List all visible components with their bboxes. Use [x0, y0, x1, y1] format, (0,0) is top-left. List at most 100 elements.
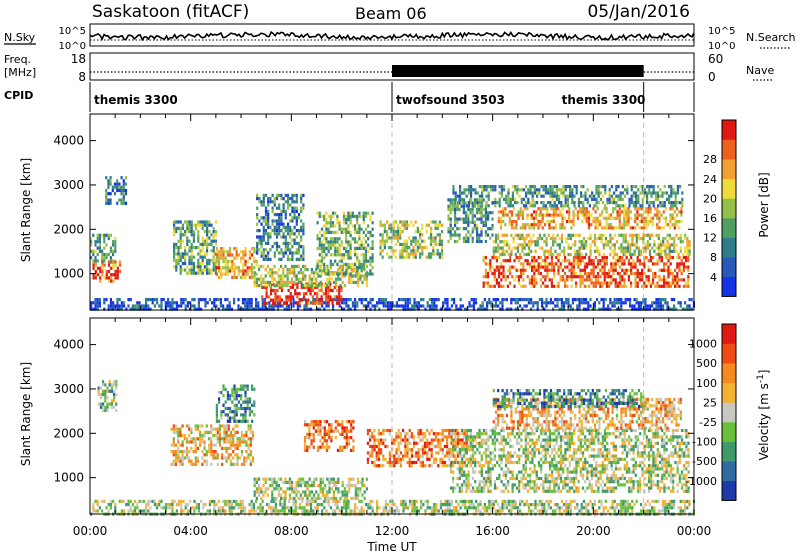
heatmap-cell [663, 284, 666, 288]
heatmap-cell [624, 204, 627, 208]
heatmap-cell [434, 239, 437, 243]
heatmap-cell [614, 216, 617, 220]
heatmap-cell [151, 301, 154, 305]
heatmap-cell [614, 259, 617, 263]
heatmap-cell [300, 245, 303, 249]
heatmap-cell [563, 246, 566, 250]
heatmap-cell [559, 223, 562, 227]
heatmap-cell [657, 243, 660, 247]
heatmap-cell [240, 259, 243, 263]
heatmap-cell [289, 241, 292, 245]
heatmap-cell [200, 298, 203, 302]
heatmap-cell [647, 213, 650, 217]
heatmap-cell [251, 275, 254, 279]
heatmap-cell [559, 275, 562, 279]
heatmap-cell [498, 281, 501, 285]
heatmap-cell [568, 275, 571, 279]
heatmap-cell [289, 301, 292, 305]
heatmap-cell [208, 223, 211, 227]
heatmap-cell [328, 277, 331, 281]
heatmap-cell [550, 255, 553, 260]
heatmap-cell [302, 193, 305, 197]
heatmap-cell [461, 499, 464, 503]
heatmap-cell [520, 262, 523, 266]
heatmap-cell [566, 194, 569, 198]
heatmap-cell [371, 259, 374, 263]
heatmap-cell [505, 499, 508, 503]
heatmap-cell [412, 223, 415, 227]
heatmap-cell [397, 236, 400, 240]
heatmap-cell [189, 307, 192, 311]
heatmap-cell [297, 251, 301, 255]
heatmap-cell [669, 226, 672, 230]
heatmap-cell [674, 284, 677, 288]
heatmap-cell [173, 223, 176, 227]
heatmap-cell [631, 226, 635, 230]
heatmap-cell [499, 216, 503, 220]
heatmap-cell [142, 307, 145, 311]
heatmap-cell [557, 213, 560, 217]
heatmap-cell [167, 304, 170, 308]
heatmap-cell [582, 204, 585, 208]
heatmap-cell [473, 220, 476, 224]
heatmap-cell [338, 246, 341, 250]
heatmap-cell [104, 399, 107, 403]
heatmap-cell [627, 216, 630, 220]
heatmap-cell [607, 509, 610, 513]
heatmap-cell [441, 242, 444, 246]
heatmap-cell [670, 236, 674, 241]
heatmap-cell [614, 262, 617, 266]
heatmap-cell [92, 259, 95, 263]
heatmap-cell [592, 268, 595, 272]
heatmap-cell [278, 251, 281, 255]
heatmap-cell [471, 230, 474, 234]
heatmap-cell [345, 499, 348, 503]
heatmap-cell [506, 268, 509, 272]
heatmap-cell [208, 298, 211, 302]
heatmap-cell [497, 216, 500, 220]
heatmap-cell [572, 262, 575, 266]
heatmap-cell [218, 250, 221, 254]
heatmap-cell [326, 280, 329, 284]
heatmap-cell [492, 499, 495, 503]
heatmap-cell [190, 271, 193, 275]
heatmap-cell [177, 252, 180, 256]
heatmap-cell [246, 301, 249, 305]
heatmap-cell [508, 216, 511, 220]
heatmap-cell [581, 268, 584, 272]
heatmap-cell [565, 509, 568, 513]
heatmap-cell [471, 220, 474, 224]
heatmap-cell [556, 252, 559, 257]
heatmap-cell [349, 246, 352, 250]
heatmap-cell [536, 236, 539, 241]
heatmap-cell [645, 216, 648, 220]
heatmap-cell [511, 191, 514, 195]
heatmap-cell [379, 249, 382, 253]
heatmap-cell [318, 240, 321, 244]
heatmap-cell [376, 304, 379, 308]
heatmap-cell [501, 509, 504, 513]
heatmap-cell [640, 207, 643, 211]
heatmap-cell [519, 252, 522, 257]
heatmap-cell [643, 259, 646, 263]
heatmap-cell [527, 240, 531, 244]
heatmap-cell [269, 225, 272, 229]
heatmap-cell [371, 211, 374, 215]
heatmap-cell [457, 307, 460, 311]
heatmap-cell [260, 254, 263, 258]
heatmap-cell [679, 304, 682, 308]
heatmap-cell [678, 268, 681, 272]
heatmap-cell [142, 304, 145, 308]
heatmap-cell [514, 185, 517, 189]
heatmap-cell [390, 226, 393, 230]
heatmap-cell [541, 506, 544, 510]
heatmap-cell [619, 284, 622, 288]
heatmap-cell [620, 249, 623, 253]
heatmap-cell [502, 213, 505, 217]
heatmap-cell [384, 503, 387, 507]
heatmap-cell [516, 246, 520, 250]
heatmap-cell [106, 408, 109, 413]
heatmap-cell [179, 226, 182, 230]
heatmap-cell [569, 499, 572, 503]
heatmap-cell [414, 239, 417, 243]
